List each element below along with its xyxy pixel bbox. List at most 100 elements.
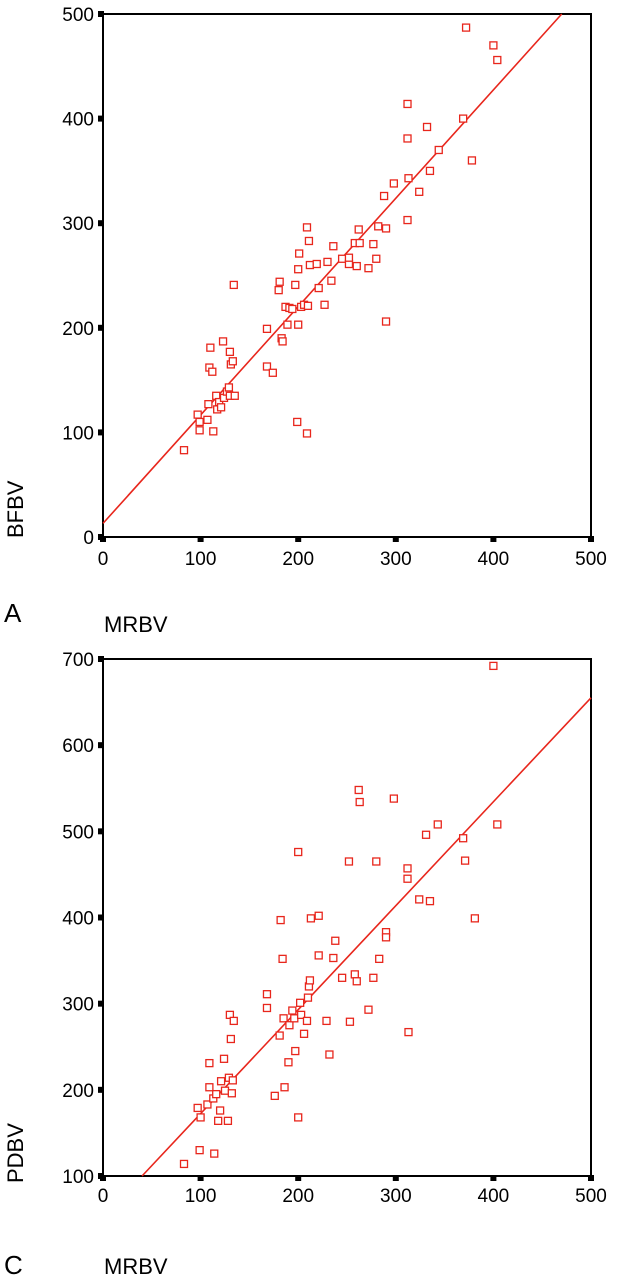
data-point xyxy=(422,122,432,132)
data-point xyxy=(314,951,323,960)
data-point xyxy=(381,933,391,942)
plot-frame xyxy=(102,658,592,1177)
panel-c-pdbv-vs-mrbv: 0 100 200 300 400 500100200300400500600700MRB… xyxy=(3,650,607,1280)
data-point xyxy=(216,403,226,412)
data-point xyxy=(212,1089,221,1099)
x-tick-label: 100 xyxy=(185,549,217,570)
data-point xyxy=(285,1021,294,1030)
data-point xyxy=(344,857,354,866)
data-point xyxy=(179,1159,189,1169)
data-point xyxy=(460,856,470,865)
data-point xyxy=(206,343,215,352)
data-point xyxy=(203,415,212,424)
data-point xyxy=(193,1103,202,1113)
data-point xyxy=(329,242,338,251)
data-point xyxy=(220,1086,230,1095)
data-point xyxy=(274,285,283,295)
data-point xyxy=(305,976,315,985)
data-point xyxy=(196,1113,205,1122)
data-point xyxy=(331,936,340,945)
data-point xyxy=(403,215,412,225)
data-point xyxy=(389,179,398,188)
data-point xyxy=(228,357,237,366)
panel-label: C xyxy=(4,1250,23,1280)
data-point xyxy=(193,410,202,419)
x-tick-mark xyxy=(295,536,302,542)
data-point xyxy=(404,1027,413,1037)
data-point xyxy=(262,990,272,999)
data-point xyxy=(374,222,383,231)
data-point xyxy=(229,1016,238,1026)
data-point xyxy=(467,156,477,165)
data-point xyxy=(320,300,329,309)
data-point xyxy=(461,23,471,32)
plot-frame xyxy=(102,13,592,538)
data-point xyxy=(195,417,204,427)
y-axis-title: BFBV xyxy=(3,480,28,538)
data-point xyxy=(295,249,304,258)
data-point xyxy=(403,864,412,873)
data-point xyxy=(345,1017,355,1026)
data-point xyxy=(279,1014,288,1023)
data-point xyxy=(415,187,424,196)
data-point xyxy=(296,1010,306,1020)
data-point xyxy=(294,320,303,329)
data-point xyxy=(230,391,239,400)
data-point xyxy=(470,914,480,923)
x-tick-label: 0 xyxy=(98,1186,109,1207)
data-point xyxy=(306,914,316,923)
data-point xyxy=(214,1116,223,1126)
y-tick-label: 0 xyxy=(83,528,94,549)
y-tick-label: 400 xyxy=(62,110,94,131)
x-tick-mark xyxy=(392,536,399,542)
data-point xyxy=(322,1016,331,1026)
data-point xyxy=(379,191,389,201)
x-tick-label: 200 xyxy=(282,549,314,570)
data-point xyxy=(294,265,303,274)
data-point xyxy=(355,797,364,807)
x-tick-mark xyxy=(197,1175,204,1181)
data-point xyxy=(290,1014,299,1023)
data-point xyxy=(205,1058,214,1068)
panel-a-bfbv-vs-mrbv: 0 100 200 300 400 500 0 100 200 300 400 500 MRBV BFBV… xyxy=(3,5,607,637)
y-tick-label: 500 xyxy=(62,5,94,26)
data-point xyxy=(302,1016,312,1026)
data-point xyxy=(299,1029,309,1038)
data-point xyxy=(210,1149,219,1158)
data-point xyxy=(302,429,312,438)
data-point xyxy=(458,114,468,123)
data-point xyxy=(304,236,314,246)
x-tick-label: 100 xyxy=(185,1186,217,1207)
data-point xyxy=(354,225,363,234)
data-point xyxy=(228,1076,237,1085)
data-point xyxy=(415,895,424,904)
data-point xyxy=(372,857,381,866)
y-tick-mark xyxy=(98,914,104,921)
data-point xyxy=(215,1106,225,1115)
data-point xyxy=(337,973,347,982)
panel-label: A xyxy=(4,598,22,628)
data-point xyxy=(303,301,313,310)
y-tick-label: 400 xyxy=(62,909,94,930)
x-tick-label: 300 xyxy=(380,549,412,570)
y-tick-label: 200 xyxy=(62,1081,94,1102)
data-point xyxy=(294,1113,303,1122)
y-tick-label: 100 xyxy=(62,1167,94,1188)
data-point xyxy=(288,304,297,314)
data-point xyxy=(284,1058,293,1067)
data-point xyxy=(291,1046,300,1056)
y-tick-mark xyxy=(98,1086,104,1093)
data-point xyxy=(195,1146,204,1155)
data-point xyxy=(421,830,431,839)
data-point xyxy=(262,362,272,371)
data-point xyxy=(293,417,302,427)
data-point xyxy=(381,317,391,326)
data-point xyxy=(209,427,218,436)
data-point xyxy=(355,238,364,248)
y-axis-title: PDBV xyxy=(3,1123,28,1183)
x-tick-mark xyxy=(588,536,594,542)
data-point xyxy=(270,1091,279,1101)
data-point xyxy=(381,224,391,233)
y-tick-label: 700 xyxy=(62,650,94,671)
data-point xyxy=(276,915,285,925)
